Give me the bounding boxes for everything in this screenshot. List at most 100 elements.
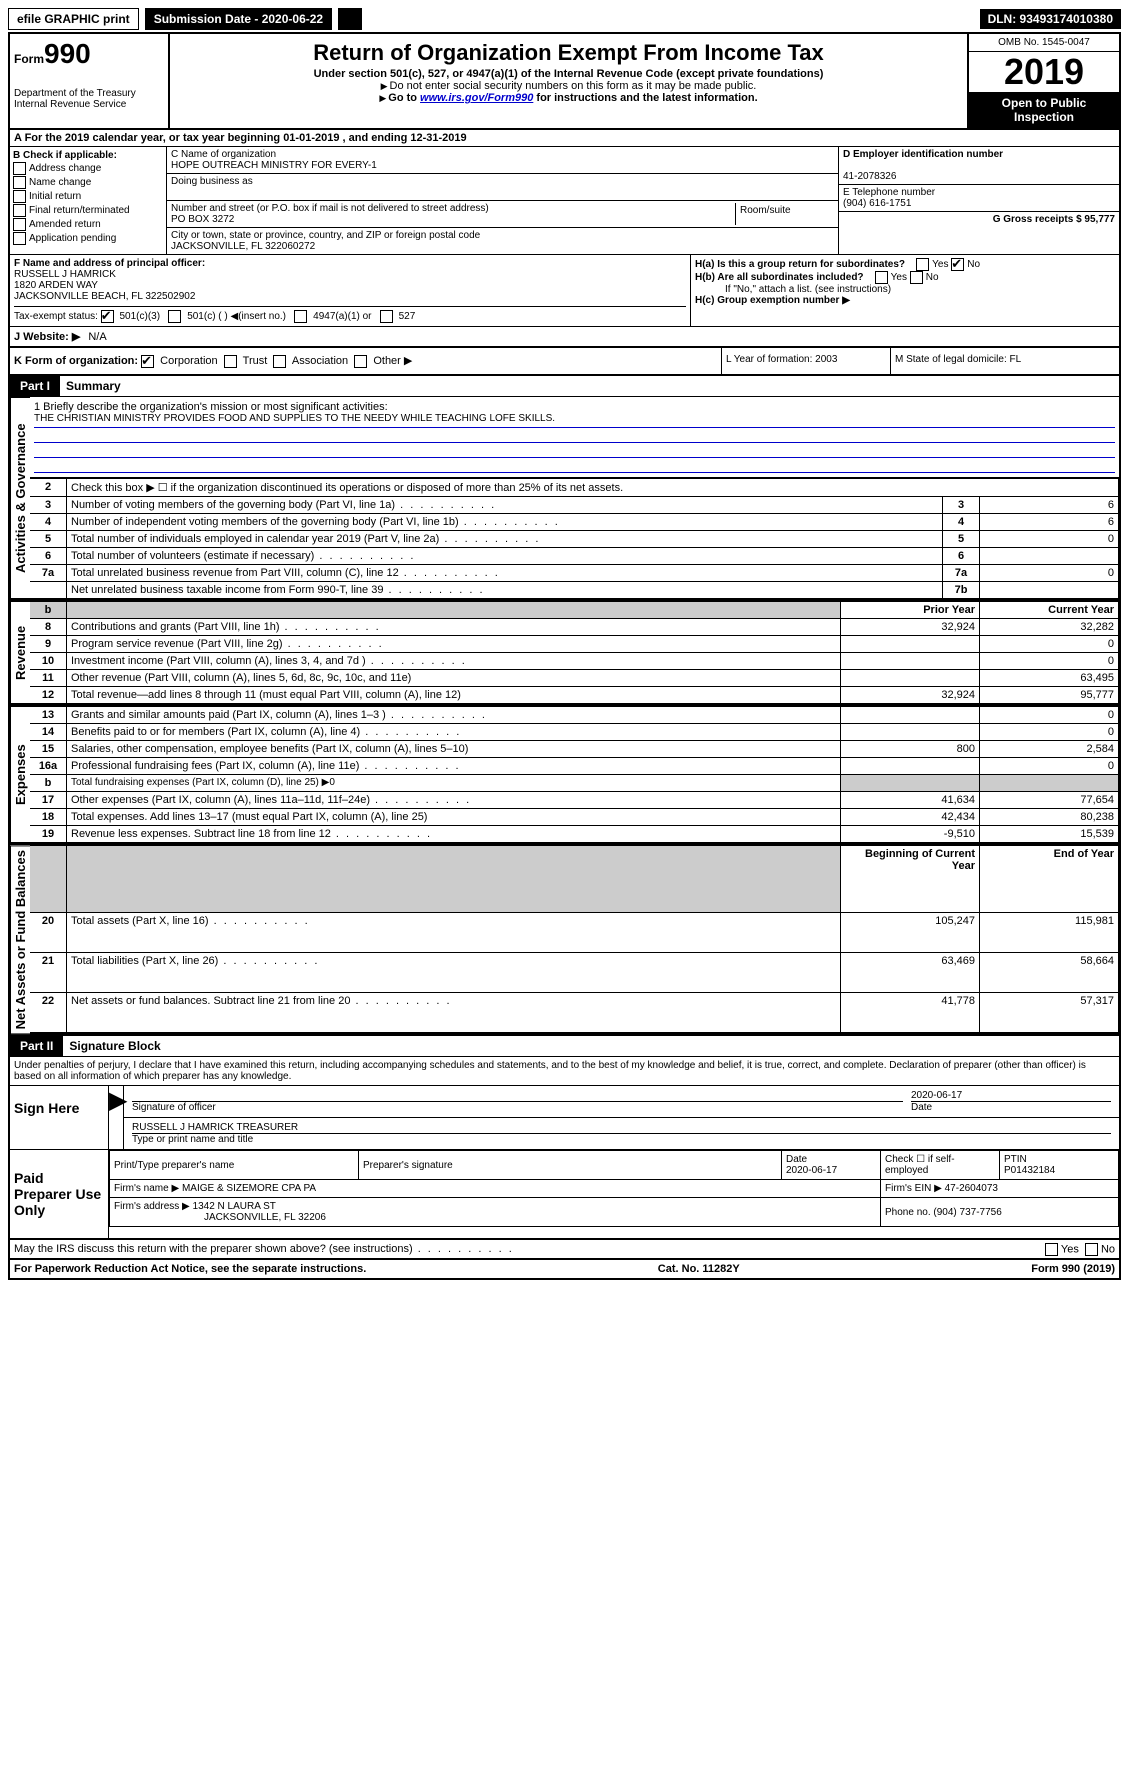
declaration: Under penalties of perjury, I declare th… (10, 1057, 1119, 1086)
dept-label: Department of the Treasury Internal Reve… (14, 88, 164, 110)
sig-date: 2020-06-17 (911, 1090, 962, 1101)
firm-addr-lbl: Firm's address ▶ (114, 1201, 190, 1212)
i-lbl: Tax-exempt status: (14, 311, 98, 322)
paid-lbl: Paid Preparer Use Only (10, 1150, 109, 1238)
dropdown-icon[interactable] (338, 8, 362, 30)
opt-527: 527 (399, 311, 416, 322)
cb-hb-no[interactable] (910, 271, 923, 284)
nv21b: 63,469 (841, 952, 980, 992)
submission-btn[interactable]: Submission Date - 2020-06-22 (145, 8, 332, 30)
cb-other[interactable] (354, 355, 367, 368)
rv8c: 32,282 (980, 618, 1119, 635)
cb-501c3[interactable] (101, 310, 114, 323)
cb-amended[interactable] (13, 218, 26, 231)
ein-lbl: D Employer identification number (843, 149, 1003, 160)
row-j: J Website: ▶ N/A (10, 327, 1119, 348)
top-bar: efile GRAPHIC print Submission Date - 20… (8, 8, 1121, 30)
note-ssn: Do not enter social security numbers on … (390, 80, 757, 92)
nn20: 20 (30, 913, 67, 953)
officer-printed: RUSSELL J HAMRICK TREASURER (132, 1122, 298, 1133)
cb-discuss-no[interactable] (1085, 1243, 1098, 1256)
omb-number: OMB No. 1545-0047 (969, 34, 1119, 52)
opt-amended: Amended return (29, 219, 101, 230)
ev16bc (980, 774, 1119, 791)
rv9c: 0 (980, 635, 1119, 652)
revenue-table: bPrior YearCurrent Year 8Contributions a… (30, 601, 1119, 704)
cb-ha-yes[interactable] (916, 258, 929, 271)
v6 (980, 547, 1119, 564)
rv12c: 95,777 (980, 686, 1119, 703)
firm-name-lbl: Firm's name ▶ (114, 1183, 179, 1194)
cb-final[interactable] (13, 204, 26, 217)
firm-ein-lbl: Firm's EIN ▶ (885, 1183, 942, 1194)
cb-527[interactable] (380, 310, 393, 323)
rv10c: 0 (980, 652, 1119, 669)
cb-trust[interactable] (224, 355, 237, 368)
ev14c: 0 (980, 723, 1119, 740)
nn22: 22 (30, 992, 67, 1033)
prep-date: 2020-06-17 (786, 1165, 837, 1176)
sign-here-lbl: Sign Here (10, 1086, 109, 1149)
opt-trust: Trust (243, 355, 268, 367)
officer-addr2: JACKSONVILLE BEACH, FL 322502902 (14, 291, 195, 302)
cb-name[interactable] (13, 176, 26, 189)
cb-4947[interactable] (294, 310, 307, 323)
cb-501c[interactable] (168, 310, 181, 323)
ha-lbl: H(a) Is this a group return for subordin… (695, 259, 905, 270)
check-self: Check ☐ if self-employed (881, 1151, 1000, 1180)
opt-501c: 501(c) ( ) ◀(insert no.) (187, 311, 286, 322)
efile-btn[interactable]: efile GRAPHIC print (8, 8, 139, 30)
en15: 15 (30, 740, 67, 757)
nlbl22: Net assets or fund balances. Subtract li… (67, 992, 841, 1033)
f-lbl: F Name and address of principal officer: (14, 258, 205, 269)
cb-corp[interactable] (141, 355, 154, 368)
rv9p (841, 635, 980, 652)
cb-pending[interactable] (13, 232, 26, 245)
opt-name: Name change (29, 177, 91, 188)
n7a: 7a (30, 564, 67, 581)
elbl14: Benefits paid to or for members (Part IX… (67, 723, 841, 740)
lbl5: Total number of individuals employed in … (67, 530, 943, 547)
line2: Check this box ▶ ☐ if the organization d… (67, 478, 1119, 496)
part2-hdr: Part II (10, 1036, 63, 1056)
ev17p: 41,634 (841, 791, 980, 808)
cb-address[interactable] (13, 162, 26, 175)
ev18c: 80,238 (980, 808, 1119, 825)
name-lbl: Type or print name and title (132, 1133, 1111, 1145)
ev18p: 42,434 (841, 808, 980, 825)
mission-blank2 (34, 443, 1115, 458)
elbl13: Grants and similar amounts paid (Part IX… (67, 706, 841, 723)
cb-initial[interactable] (13, 190, 26, 203)
k-lbl: K Form of organization: (14, 355, 138, 367)
en18: 18 (30, 808, 67, 825)
n6: 6 (30, 547, 67, 564)
elbl16a: Professional fundraising fees (Part IX, … (67, 757, 841, 774)
cb-hb-yes[interactable] (875, 271, 888, 284)
hb-lbl: H(b) Are all subordinates included? (695, 272, 864, 283)
sig-officer-lbl: Signature of officer (132, 1101, 903, 1113)
mission-blank1 (34, 428, 1115, 443)
l-year: L Year of formation: 2003 (721, 348, 890, 374)
lbl4: Number of independent voting members of … (67, 513, 943, 530)
rlbl9: Program service revenue (Part VIII, line… (67, 635, 841, 652)
ev13c: 0 (980, 706, 1119, 723)
ptin-val: P01432184 (1004, 1165, 1055, 1176)
cb-assoc[interactable] (273, 355, 286, 368)
footer: For Paperwork Reduction Act Notice, see … (10, 1260, 1119, 1278)
rlbl12: Total revenue—add lines 8 through 11 (mu… (67, 686, 841, 703)
rn12: 12 (30, 686, 67, 703)
v4: 6 (980, 513, 1119, 530)
paid-preparer-row: Paid Preparer Use Only Print/Type prepar… (10, 1150, 1119, 1240)
cb-ha-no[interactable] (951, 258, 964, 271)
rv11c: 63,495 (980, 669, 1119, 686)
form990-link[interactable]: www.irs.gov/Form990 (420, 92, 533, 104)
dba-lbl: Doing business as (171, 176, 253, 187)
opt-pending: Application pending (29, 233, 116, 244)
dln-label: DLN: 93493174010380 (980, 9, 1121, 29)
en19: 19 (30, 825, 67, 842)
cb-discuss-yes[interactable] (1045, 1243, 1058, 1256)
nv20b: 105,247 (841, 913, 980, 953)
box4: 4 (943, 513, 980, 530)
date-lbl: Date (911, 1101, 1111, 1113)
org-name: HOPE OUTREACH MINISTRY FOR EVERY-1 (171, 160, 377, 171)
